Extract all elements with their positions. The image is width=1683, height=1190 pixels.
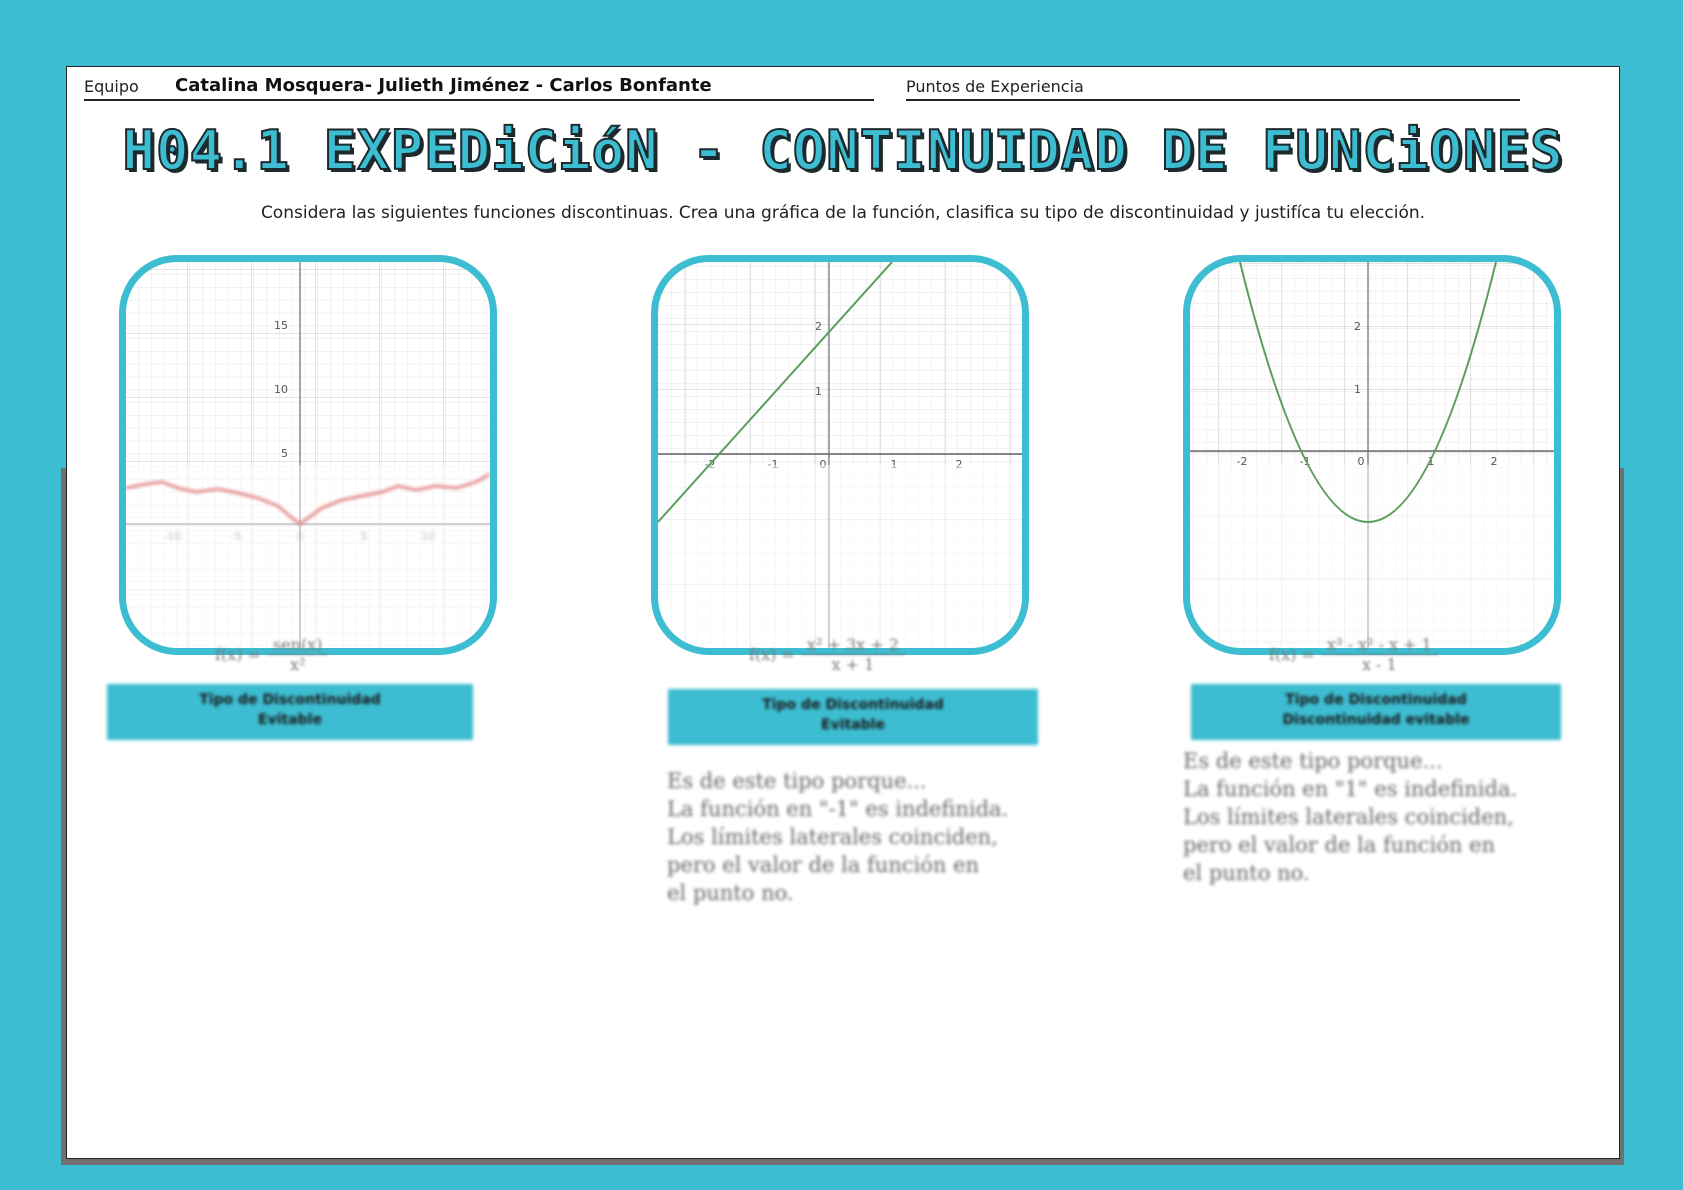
xp-underline [906, 99, 1520, 101]
explanation-line: Los límites laterales coinciden, [667, 825, 998, 849]
formula-numerator: sen(x) [266, 635, 329, 655]
explanation-line: el punto no. [1183, 861, 1310, 885]
explanation-2: Es de este tipo porque... La función en … [667, 767, 1008, 907]
team-label: Equipo [84, 77, 139, 96]
explanation-line: Es de este tipo porque... [667, 769, 927, 793]
discontinuity-type-3: Tipo de Discontinuidad Discontinuidad ev… [1191, 684, 1561, 740]
discontinuity-type-1: Tipo de Discontinuidad Evitable [107, 684, 473, 740]
x-tick-0: 0 [1358, 455, 1365, 468]
type-heading: Tipo de Discontinuidad [199, 692, 381, 708]
x-tick-2: 2 [956, 458, 963, 471]
team-underline [84, 99, 874, 101]
discontinuity-type-2: Tipo de Discontinuidad Evitable [668, 689, 1038, 745]
x-tick-neg5: -5 [231, 530, 242, 543]
explanation-line: el punto no. [667, 881, 794, 905]
x-tick-0: 0 [820, 458, 827, 471]
formula-denominator: x + 1 [831, 655, 875, 674]
x-tick-10: 10 [421, 530, 435, 543]
x-tick-2: 2 [1491, 455, 1498, 468]
y-tick-15: 15 [274, 319, 288, 332]
formula-lhs: f(x) = [749, 645, 795, 664]
type-value: Evitable [258, 712, 322, 728]
y-tick-5: 5 [281, 447, 288, 460]
x-tick-1: 1 [1428, 455, 1435, 468]
type-heading: Tipo de Discontinuidad [762, 697, 944, 713]
page-title: H04.1 EXPEDiCióN - CONTINUIDAD DE FUNCiO… [122, 118, 1564, 183]
type-value: Discontinuidad evitable [1282, 712, 1470, 728]
worksheet: Equipo Catalina Mosquera- Julieth Jiméne… [66, 66, 1620, 1159]
graph-1: 15 10 5 -10 -5 0 5 10 [126, 262, 490, 648]
type-heading: Tipo de Discontinuidad [1285, 692, 1467, 708]
instructions: Considera las siguientes funciones disco… [260, 203, 1426, 223]
function-curve-1 [126, 472, 490, 526]
y-tick-1: 1 [815, 385, 822, 398]
graph-2: 2 1 -2 -1 0 1 2 [658, 262, 1022, 648]
explanation-line: pero el valor de la función en [667, 853, 980, 877]
explanation-line: pero el valor de la función en [1183, 833, 1496, 857]
x-tick-neg2: -2 [1237, 455, 1248, 468]
y-tick-1: 1 [1354, 383, 1361, 396]
graph-3: 2 1 -2 -1 0 1 2 [1190, 262, 1554, 648]
graph-frame-2: 2 1 -2 -1 0 1 2 [651, 255, 1029, 655]
formula-denominator: x - 1 [1361, 655, 1397, 674]
explanation-line: La función en "1" es indefinida. [1183, 777, 1518, 801]
x-tick-neg10: -10 [163, 530, 181, 543]
team-names: Catalina Mosquera- Julieth Jiménez - Car… [175, 75, 712, 96]
formula-1: f(x) = sen(x) x² [215, 635, 329, 674]
graph-frame-1: 15 10 5 -10 -5 0 5 10 [119, 255, 497, 655]
formula-lhs: f(x) = [215, 645, 261, 664]
formula-denominator: x² [289, 655, 306, 674]
formula-lhs: f(x) = [1269, 645, 1315, 664]
explanation-line: La función en "-1" es indefinida. [667, 797, 1009, 821]
x-tick-0: 0 [297, 530, 304, 543]
formula-numerator: x³ - x² - x + 1 [1320, 635, 1438, 655]
explanation-line: Los límites laterales coinciden, [1183, 805, 1514, 829]
explanation-line: Es de este tipo porque... [1183, 749, 1443, 773]
type-value: Evitable [821, 717, 885, 733]
x-tick-5: 5 [361, 530, 368, 543]
x-tick-neg1: -1 [1300, 455, 1311, 468]
explanation-3: Es de este tipo porque... La función en … [1183, 747, 1517, 887]
xp-label: Puntos de Experiencia [906, 77, 1084, 96]
y-tick-2: 2 [815, 320, 822, 333]
function-curve-3 [1239, 262, 1497, 523]
x-tick-1: 1 [891, 458, 898, 471]
function-curve-2 [658, 262, 893, 523]
y-tick-2: 2 [1354, 320, 1361, 333]
y-tick-10: 10 [274, 383, 288, 396]
formula-numerator: x² + 3x + 2 [800, 635, 905, 655]
graph-frame-3: 2 1 -2 -1 0 1 2 [1183, 255, 1561, 655]
x-tick-neg1: -1 [768, 458, 779, 471]
